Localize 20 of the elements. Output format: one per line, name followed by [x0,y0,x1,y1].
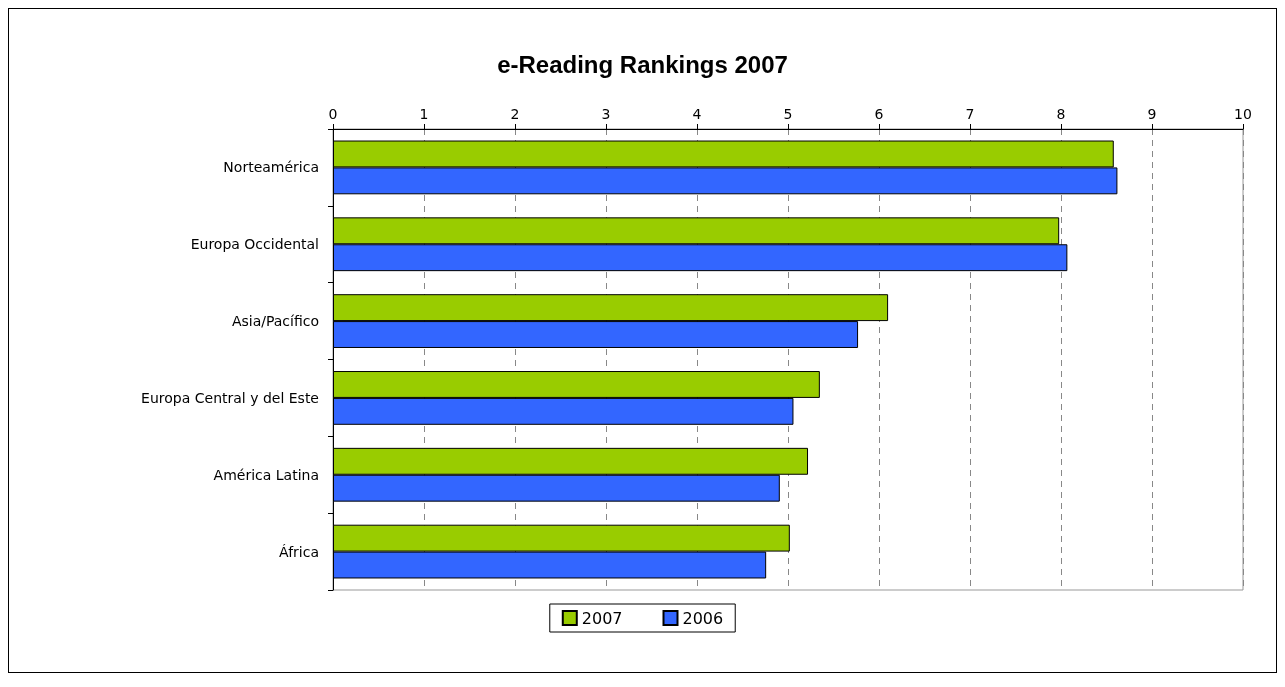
y-tick-label: América Latina [213,466,319,483]
x-tick-label: 4 [692,106,702,122]
x-tick-label: 3 [601,106,611,122]
x-tick-label: 1 [419,106,429,122]
chart-title: e-Reading Rankings 2007 [497,50,788,78]
legend-label: 2007 [581,608,623,628]
x-tick-label: 8 [1056,106,1066,122]
x-tick-label: 2 [510,106,520,122]
x-tick-label: 5 [783,106,793,122]
x-tick-label: 7 [965,106,975,122]
x-tick-label: 0 [328,106,338,122]
x-tick-label: 9 [1147,106,1157,122]
x-tick-label: 10 [1234,106,1252,122]
y-tick-label: Norteamérica [223,159,319,176]
legend-label: 2006 [682,608,724,628]
y-tick-label: Europa Occidental [190,236,319,253]
y-tick-label: África [279,543,319,560]
y-tick-label: Europa Central y del Este [141,389,319,406]
x-tick-label: 6 [874,106,884,122]
y-tick-label: Asia/Pacífico [231,313,319,330]
